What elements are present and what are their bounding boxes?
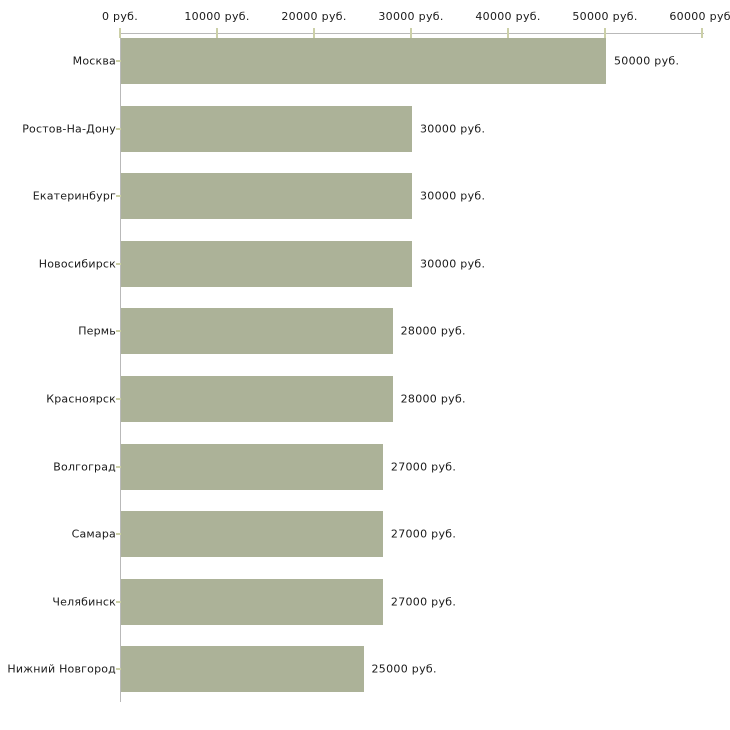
x-tick-label: 30000 руб. xyxy=(378,10,444,23)
category-label: Нижний Новгород xyxy=(7,662,116,676)
x-tick-label: 0 руб. xyxy=(101,10,139,23)
bar xyxy=(121,578,383,625)
x-tick-mark xyxy=(119,28,121,38)
bar xyxy=(121,511,383,558)
category-label: Челябинск xyxy=(52,595,116,609)
category-label: Новосибирск xyxy=(38,257,116,271)
x-axis-line xyxy=(120,33,704,34)
value-label: 50000 руб. xyxy=(614,54,680,68)
bar xyxy=(121,240,412,287)
bar xyxy=(121,443,383,490)
category-label: Самара xyxy=(71,527,116,541)
x-tick-label: 10000 руб. xyxy=(184,10,250,23)
bar xyxy=(121,308,393,355)
value-label: 30000 руб. xyxy=(420,122,486,136)
value-label: 25000 руб. xyxy=(371,662,437,676)
x-tick-label: 60000 руб. xyxy=(669,10,730,23)
category-tick-mark xyxy=(116,465,121,468)
category-tick-mark xyxy=(116,262,121,265)
category-tick-mark xyxy=(116,195,121,198)
x-tick-mark xyxy=(701,28,703,38)
value-label: 30000 руб. xyxy=(420,189,486,203)
bar xyxy=(121,376,393,422)
x-tick-mark xyxy=(216,28,218,38)
bar xyxy=(121,105,412,152)
category-tick-mark xyxy=(116,330,121,333)
category-tick-mark xyxy=(116,668,121,671)
value-label: 27000 руб. xyxy=(390,595,457,609)
category-tick-mark xyxy=(116,60,121,62)
category-tick-mark xyxy=(116,127,121,130)
category-tick-mark xyxy=(116,600,121,603)
category-label: Москва xyxy=(72,54,116,68)
x-tick-label: 50000 руб. xyxy=(572,10,638,23)
value-label: 28000 руб. xyxy=(400,324,466,338)
bar xyxy=(121,646,364,693)
x-tick-label: 20000 руб. xyxy=(281,10,347,23)
value-label: 30000 руб. xyxy=(420,257,486,271)
x-tick-mark xyxy=(313,28,315,38)
bar xyxy=(121,173,412,220)
y-axis-line xyxy=(120,33,121,703)
category-label: Пермь xyxy=(78,324,116,338)
category-tick-mark xyxy=(116,533,121,536)
x-tick-mark xyxy=(507,28,509,38)
value-label: 27000 руб. xyxy=(390,527,457,541)
category-label: Екатеринбург xyxy=(32,189,116,203)
category-label: Волгоград xyxy=(53,460,116,474)
bar xyxy=(121,38,606,84)
category-tick-mark xyxy=(116,398,121,400)
value-label: 28000 руб. xyxy=(400,392,466,406)
value-label: 27000 руб. xyxy=(390,460,457,474)
category-label: Красноярск xyxy=(46,392,116,406)
x-tick-label: 40000 руб. xyxy=(475,10,541,23)
category-label: Ростов-На-Дону xyxy=(22,122,116,136)
x-tick-mark xyxy=(410,28,412,38)
x-tick-mark xyxy=(604,28,606,38)
